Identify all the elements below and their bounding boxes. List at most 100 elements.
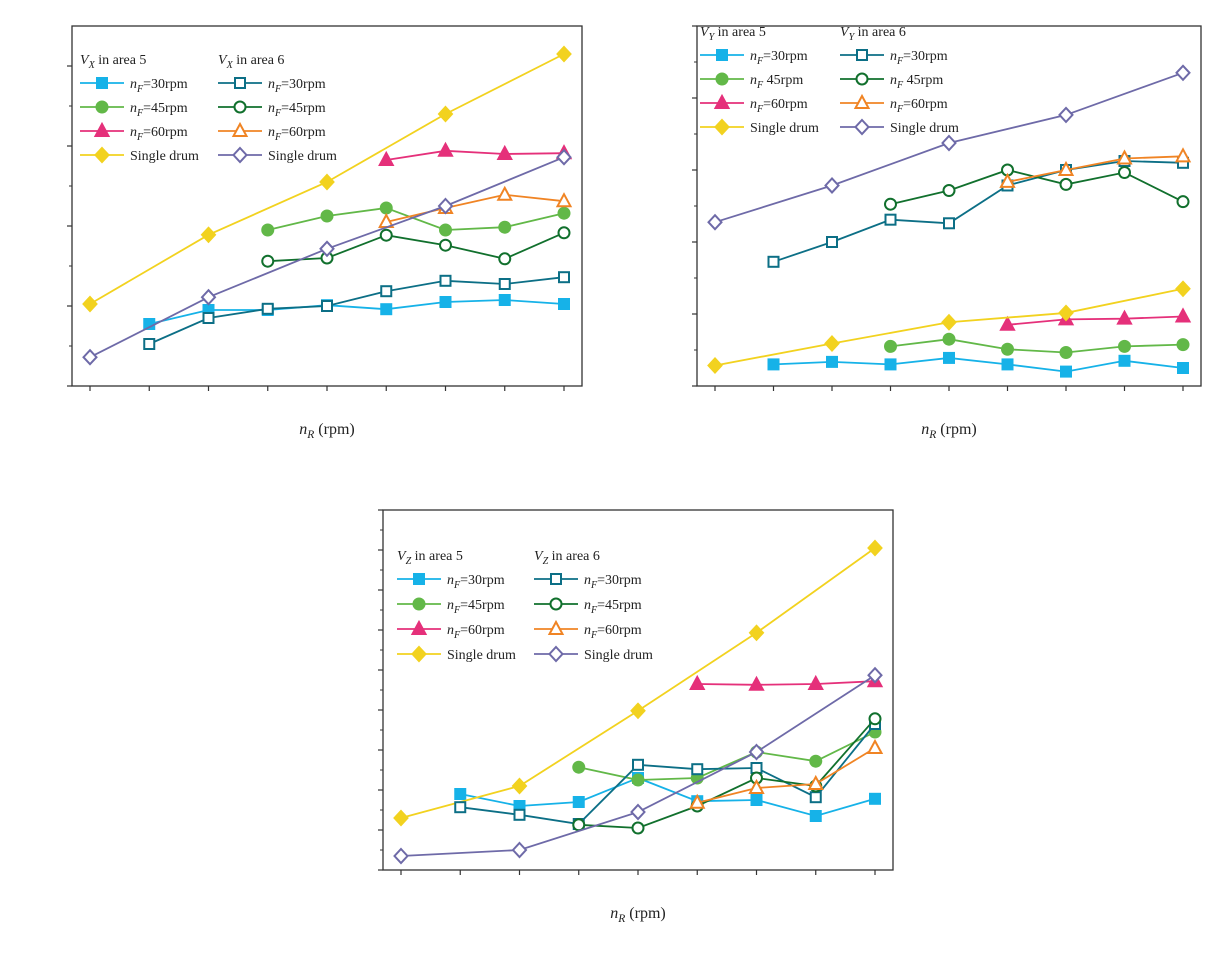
chart-panel-c: nR (rpm) VZ in area 5 VZ in area 6 nF=30rpm…	[378, 509, 894, 925]
series-line-area6-4	[148, 276, 565, 345]
data-point	[439, 274, 452, 287]
series-line-area5-2	[1007, 315, 1184, 326]
legend-label: nF=45rpm	[447, 598, 505, 616]
legend: VX in area 5 VX in area 6 nF=30rpm nF=45rpm…	[80, 53, 337, 164]
legend-label: Single drum	[447, 648, 516, 663]
data-point	[630, 702, 646, 720]
data-point	[439, 238, 452, 252]
data-point	[809, 754, 823, 768]
legend-marker	[231, 121, 249, 137]
x-axis-label: nR (rpm)	[299, 421, 354, 441]
data-point	[319, 240, 335, 258]
data-point	[1059, 346, 1073, 360]
legend-marker	[713, 93, 731, 109]
legend-title-area6: VY in area 6	[840, 25, 906, 43]
data-point	[572, 796, 585, 808]
data-point	[942, 184, 956, 198]
data-point	[379, 201, 393, 215]
data-point	[632, 758, 644, 771]
data-point	[867, 539, 883, 557]
legend-title-area6: VZ in area 6	[534, 549, 600, 567]
data-point	[511, 841, 528, 859]
data-point	[437, 141, 454, 157]
legend-label: nF=60rpm	[268, 125, 326, 143]
data-point	[378, 150, 395, 166]
data-point	[884, 197, 897, 211]
data-point	[380, 303, 393, 316]
legend-label: nF=45rpm	[584, 598, 642, 616]
data-point	[1176, 195, 1190, 209]
legend-marker	[410, 619, 428, 635]
legend-label: nF 45rpm	[890, 73, 943, 91]
x-axis-label: nR (rpm)	[921, 421, 976, 441]
data-point	[556, 148, 572, 166]
data-point	[1118, 354, 1131, 367]
legend-marker	[853, 93, 871, 109]
legend-marker	[715, 72, 729, 86]
data-point	[498, 220, 512, 234]
data-point	[1176, 338, 1190, 352]
data-point	[869, 792, 881, 805]
data-point	[439, 296, 452, 308]
data-point	[999, 315, 1016, 331]
data-point	[748, 624, 765, 642]
series-line-area6-5	[890, 169, 1184, 206]
data-point	[1175, 64, 1191, 82]
data-point	[707, 357, 723, 374]
legend-marker	[413, 573, 425, 585]
data-point	[555, 192, 573, 208]
legend-marker	[550, 573, 562, 585]
legend-marker	[548, 645, 564, 663]
data-point	[941, 134, 957, 152]
data-point	[826, 236, 838, 248]
data-point	[572, 818, 586, 832]
data-point	[748, 778, 765, 794]
series-line-area5-2	[386, 149, 565, 161]
data-point	[1058, 106, 1074, 124]
data-point	[943, 351, 955, 364]
legend-marker	[716, 49, 728, 61]
data-point	[824, 335, 840, 352]
series-line-area6-6	[697, 747, 876, 804]
data-point	[1174, 147, 1192, 163]
data-point	[1059, 177, 1073, 191]
series-line-area6-4	[773, 160, 1184, 263]
legend-label: Single drum	[268, 149, 337, 164]
series-line-area5-0	[460, 777, 876, 817]
legend-label: nF=45rpm	[268, 101, 326, 119]
data-point	[1174, 307, 1192, 323]
legend-marker	[856, 49, 868, 61]
data-point	[572, 760, 586, 774]
data-point	[558, 298, 570, 310]
data-point	[393, 809, 409, 827]
data-point	[496, 185, 513, 201]
data-point	[691, 763, 704, 776]
data-point	[261, 254, 275, 268]
legend-marker	[232, 146, 248, 164]
data-point	[1116, 309, 1133, 325]
data-point	[321, 300, 333, 312]
data-point	[631, 773, 645, 787]
legend-marker	[96, 77, 108, 89]
data-point	[631, 821, 645, 835]
series-line-area5-1	[578, 731, 876, 781]
series-line-area6-4	[460, 723, 876, 825]
legend-label: Single drum	[584, 648, 653, 663]
data-point	[439, 223, 452, 237]
series-line-area5-1	[267, 207, 565, 231]
data-point	[767, 358, 780, 371]
data-point	[1118, 339, 1131, 353]
data-point	[556, 45, 572, 63]
series-line-area5-1	[890, 338, 1184, 354]
data-point	[707, 213, 723, 231]
legend-title-area5: VX in area 5	[80, 53, 146, 71]
legend-label: nF=30rpm	[584, 573, 642, 591]
data-point	[437, 105, 454, 123]
data-point	[689, 793, 706, 809]
data-point	[82, 348, 98, 366]
series-line-area6-5	[578, 718, 876, 829]
legend-label: nF=30rpm	[890, 49, 948, 67]
data-point	[1058, 304, 1074, 322]
data-point	[143, 338, 156, 350]
data-point	[261, 302, 274, 315]
